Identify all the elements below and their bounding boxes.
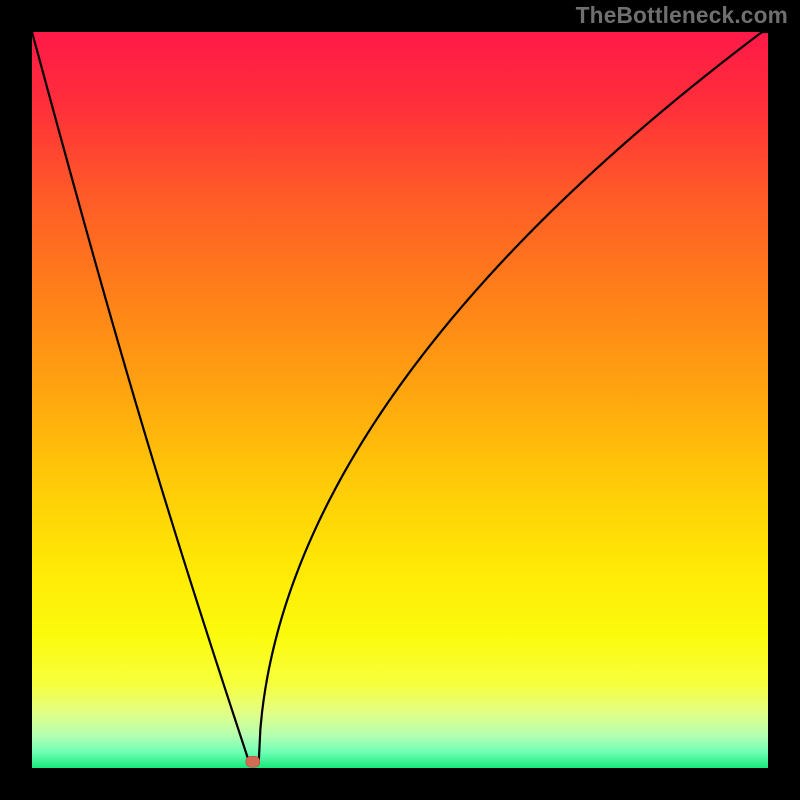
chart-stage: TheBottleneck.com	[0, 0, 800, 800]
plot-area	[32, 32, 768, 768]
chart-svg	[0, 0, 800, 800]
optimal-point-marker	[246, 756, 260, 767]
